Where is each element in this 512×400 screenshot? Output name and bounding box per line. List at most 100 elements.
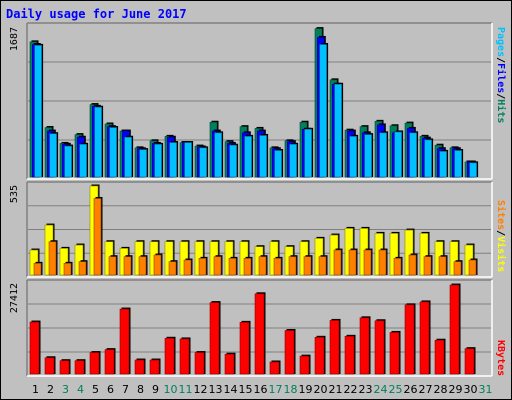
x-tick-label-day-9: 9 <box>152 383 159 396</box>
bar-sites-day-24 <box>378 249 387 276</box>
bar-pages-day-10 <box>169 142 177 178</box>
visits-ymax-label: 535 <box>9 185 20 203</box>
x-tick-label-day-8: 8 <box>137 383 144 396</box>
bar-kbytes-day-2 <box>44 357 55 375</box>
x-tick-label-day-17: 17 <box>269 383 283 396</box>
x-tick-label-day-11: 11 <box>179 383 193 396</box>
hits-legend-part-4: Hits <box>495 99 507 123</box>
bar-sites-day-20 <box>318 256 327 276</box>
visits-legend-part-1: / <box>495 230 506 236</box>
bar-pages-day-17 <box>274 150 282 178</box>
bar-pages-day-4 <box>79 144 87 178</box>
visits-legend-part-2: Visits <box>495 236 507 272</box>
bar-pages-day-15 <box>244 136 252 178</box>
bar-kbytes-day-26 <box>404 304 415 375</box>
hits-ymax-label: 1687 <box>9 27 20 51</box>
bar-kbytes-day-14 <box>224 353 235 375</box>
x-tick-label-day-10: 10 <box>164 383 178 396</box>
kbytes-legend-part-0: KBytes <box>495 340 506 376</box>
bar-pages-day-27 <box>424 139 432 178</box>
x-tick-label-day-14: 14 <box>224 383 238 396</box>
bar-pages-day-18 <box>289 144 297 178</box>
x-tick-label-day-28: 28 <box>434 383 448 396</box>
kbytes-legend: KBytes <box>495 340 506 376</box>
bar-pages-day-9 <box>154 144 162 178</box>
bar-sites-day-19 <box>303 256 312 276</box>
chart-title: Daily usage for June 2017 <box>6 7 187 21</box>
bar-kbytes-day-20 <box>314 337 325 375</box>
hits-legend-part-0: Pages <box>495 27 506 57</box>
bar-sites-day-21 <box>333 249 342 276</box>
bar-sites-day-16 <box>258 256 267 276</box>
bar-sites-day-30 <box>468 259 477 276</box>
bar-kbytes-day-22 <box>344 336 355 375</box>
x-tick-label-day-16: 16 <box>254 383 268 396</box>
x-tick-label-day-21: 21 <box>329 383 343 396</box>
hits-legend-part-1: / <box>495 57 506 63</box>
bar-kbytes-day-15 <box>239 322 250 375</box>
bar-sites-day-1 <box>33 263 42 276</box>
bar-pages-day-24 <box>379 132 387 178</box>
bar-pages-day-14 <box>229 144 237 178</box>
bar-sites-day-15 <box>243 258 252 276</box>
x-tick-label-day-22: 22 <box>344 383 358 396</box>
bar-pages-day-7 <box>124 136 132 178</box>
bar-sites-day-13 <box>213 256 222 276</box>
bar-sites-day-17 <box>273 258 282 276</box>
bar-pages-day-11 <box>184 142 192 178</box>
bar-kbytes-day-11 <box>179 338 190 375</box>
bar-sites-day-4 <box>78 261 87 276</box>
bar-pages-day-16 <box>259 135 267 178</box>
bar-kbytes-day-5 <box>89 352 100 375</box>
bar-pages-day-8 <box>139 149 147 178</box>
hits-legend: Pages/Files/Hits <box>495 27 507 123</box>
bar-kbytes-day-9 <box>149 359 160 375</box>
bar-sites-day-11 <box>183 259 192 276</box>
bar-pages-day-6 <box>109 127 117 178</box>
bar-pages-day-5 <box>94 106 102 178</box>
bar-kbytes-day-18 <box>284 330 295 375</box>
x-tick-label-day-27: 27 <box>419 383 433 396</box>
bar-kbytes-day-27 <box>419 301 430 375</box>
bar-sites-day-28 <box>438 256 447 276</box>
bar-sites-day-5 <box>93 198 102 276</box>
bar-kbytes-day-29 <box>449 284 460 375</box>
x-tick-label-day-20: 20 <box>314 383 328 396</box>
bar-kbytes-day-1 <box>29 321 40 375</box>
x-tick-label-day-26: 26 <box>404 383 418 396</box>
bar-sites-day-9 <box>153 254 162 276</box>
bar-sites-day-12 <box>198 258 207 276</box>
x-tick-label-day-5: 5 <box>92 383 99 396</box>
bar-kbytes-day-24 <box>374 320 385 375</box>
bar-sites-day-3 <box>63 263 72 276</box>
x-tick-label-day-6: 6 <box>107 383 114 396</box>
bar-sites-day-6 <box>108 256 117 276</box>
bar-pages-day-3 <box>64 145 72 178</box>
bar-pages-day-12 <box>199 147 207 178</box>
bar-kbytes-day-4 <box>74 360 85 375</box>
bar-pages-day-23 <box>364 134 372 178</box>
bar-kbytes-day-3 <box>59 360 70 375</box>
hits-legend-part-3: / <box>495 93 506 99</box>
x-tick-label-day-24: 24 <box>374 383 388 396</box>
x-tick-label-day-25: 25 <box>389 383 403 396</box>
bar-kbytes-day-10 <box>164 337 175 375</box>
x-tick-label-day-12: 12 <box>194 383 208 396</box>
bar-pages-day-28 <box>439 151 447 178</box>
bar-sites-day-26 <box>408 254 417 276</box>
x-tick-label-day-1: 1 <box>32 383 39 396</box>
bar-sites-day-10 <box>168 261 177 276</box>
bar-kbytes-day-13 <box>209 302 220 375</box>
bar-kbytes-day-6 <box>104 349 115 375</box>
bar-sites-day-8 <box>138 256 147 276</box>
x-tick-label-day-15: 15 <box>239 383 253 396</box>
bar-kbytes-day-19 <box>299 355 310 375</box>
x-tick-label-day-18: 18 <box>284 383 298 396</box>
bar-sites-day-23 <box>363 249 372 276</box>
bar-kbytes-day-17 <box>269 361 280 375</box>
bar-sites-day-29 <box>453 261 462 276</box>
bar-pages-day-20 <box>319 44 327 178</box>
bar-sites-day-27 <box>423 256 432 276</box>
bar-kbytes-day-30 <box>464 348 475 375</box>
